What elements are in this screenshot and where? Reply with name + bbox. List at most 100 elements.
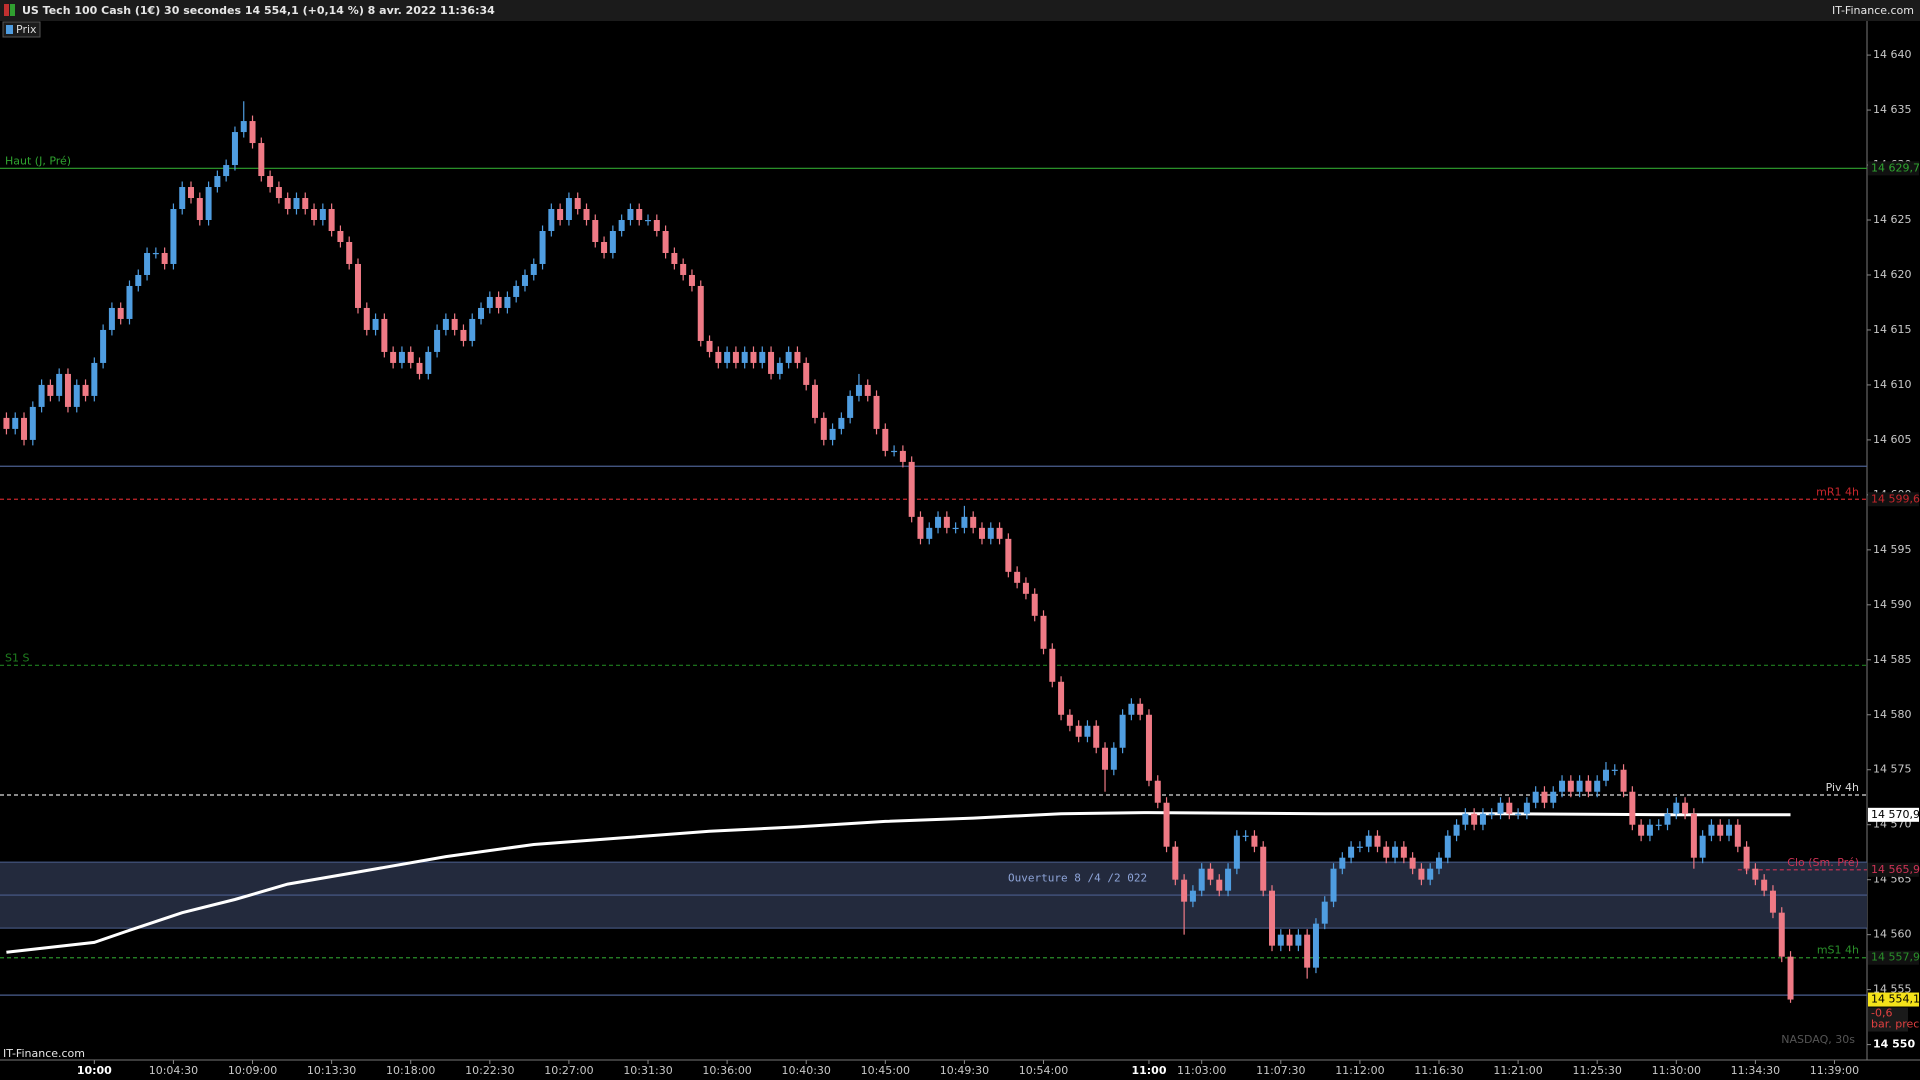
- candle-body: [838, 417, 845, 429]
- candle-body: [970, 516, 977, 528]
- y-tick-label: 14 615: [1873, 323, 1912, 336]
- candle-body: [697, 285, 704, 341]
- candle-body: [1014, 571, 1021, 583]
- candle-body: [1787, 956, 1794, 1000]
- title-bar: [0, 0, 1920, 21]
- icon: [4, 4, 9, 16]
- candle-body: [82, 384, 89, 396]
- x-tick-label: 10:13:30: [307, 1064, 356, 1077]
- candle-body: [1312, 923, 1319, 968]
- chart-title: US Tech 100 Cash (1€) 30 secondes 14 554…: [22, 4, 495, 17]
- candle-body: [1444, 835, 1451, 858]
- candle-body: [214, 176, 221, 188]
- candle-body: [1348, 846, 1355, 858]
- candle-body: [1365, 835, 1372, 847]
- candle-body: [135, 274, 142, 286]
- candle-body: [1084, 725, 1091, 737]
- candle-body: [627, 209, 634, 221]
- candle-body: [170, 209, 177, 264]
- candle-body: [1479, 813, 1486, 825]
- candle-body: [1427, 868, 1434, 880]
- candle-body: [943, 516, 950, 528]
- candle-body: [1752, 868, 1759, 880]
- level-name: S1 S: [5, 651, 29, 664]
- candle-body: [381, 318, 388, 352]
- candle-body: [1216, 879, 1223, 891]
- candle-body: [451, 318, 458, 330]
- candle-body: [249, 121, 256, 144]
- candle-body: [592, 220, 599, 242]
- candle-body: [715, 351, 722, 363]
- level-name: mS1 4h: [1817, 944, 1859, 957]
- candle-body: [794, 351, 801, 363]
- candle-body: [688, 274, 695, 286]
- candle-body: [1559, 780, 1566, 792]
- candle-body: [609, 230, 616, 253]
- candle-body: [996, 527, 1003, 539]
- x-tick-label: 11:34:30: [1731, 1064, 1780, 1077]
- candle-body: [21, 417, 28, 440]
- x-tick-label: 11:07:30: [1256, 1064, 1305, 1077]
- candle-body: [1172, 846, 1179, 880]
- x-tick-label: 10:54:00: [1019, 1064, 1068, 1077]
- candle-body: [521, 274, 528, 286]
- candle-body: [574, 198, 581, 210]
- x-tick-label: 11:30:00: [1652, 1064, 1701, 1077]
- icon: [10, 4, 15, 16]
- candle-body: [636, 209, 643, 221]
- candle-body: [1682, 802, 1689, 814]
- axis-box: [1868, 950, 1919, 965]
- candle-body: [469, 318, 476, 341]
- candle-body: [1330, 868, 1337, 902]
- candle-body: [407, 351, 414, 363]
- candle-body: [1567, 780, 1574, 792]
- candle-body: [1356, 846, 1363, 848]
- axis-box-label: 14 629,7: [1871, 161, 1920, 174]
- candle-body: [1708, 824, 1715, 836]
- candle-body: [1242, 835, 1249, 837]
- candle-body: [1673, 802, 1680, 814]
- y-tick-label: 14 610: [1873, 378, 1912, 391]
- candle-body: [706, 340, 713, 352]
- candle-body: [724, 351, 731, 363]
- candle-body: [1462, 813, 1469, 825]
- candle-body: [539, 230, 546, 264]
- price-change: -0,6: [1871, 1007, 1892, 1020]
- candle-body: [1269, 890, 1276, 946]
- candle-body: [1040, 615, 1047, 649]
- candle-body: [346, 241, 353, 264]
- candle-body: [223, 165, 230, 177]
- level-name: Clo (Sm. Pré): [1787, 856, 1859, 869]
- price-note: bar. prec.: [1871, 1018, 1920, 1031]
- candle-body: [1207, 868, 1214, 880]
- candle-body: [1128, 703, 1135, 715]
- x-tick-label: 10:40:30: [782, 1064, 831, 1077]
- candle-body: [1154, 780, 1161, 803]
- candle-body: [372, 318, 379, 330]
- candle-body: [108, 307, 115, 330]
- candle-body: [416, 362, 423, 374]
- candle-body: [935, 516, 942, 528]
- candle-body: [196, 198, 203, 221]
- candle-body: [240, 121, 247, 133]
- x-tick-label: 10:27:00: [544, 1064, 593, 1077]
- candle-body: [645, 220, 652, 222]
- candle-body: [1646, 824, 1653, 836]
- candle-body: [478, 307, 485, 319]
- candle-body: [47, 384, 54, 396]
- watermark: NASDAQ, 30s: [1781, 1033, 1855, 1046]
- candle-body: [732, 351, 739, 363]
- x-tick-label: 11:25:30: [1572, 1064, 1621, 1077]
- candle-body: [926, 527, 933, 539]
- candle-body: [1198, 868, 1205, 891]
- candle-body: [961, 516, 968, 528]
- candle-body: [1726, 824, 1733, 836]
- candle-body: [328, 209, 335, 231]
- candle-body: [1110, 747, 1117, 770]
- candle-body: [398, 351, 405, 363]
- candle-body: [1145, 714, 1152, 781]
- candle-body: [776, 362, 783, 374]
- candle-body: [917, 516, 924, 539]
- candle-body: [442, 318, 449, 330]
- candle-body: [1066, 714, 1073, 726]
